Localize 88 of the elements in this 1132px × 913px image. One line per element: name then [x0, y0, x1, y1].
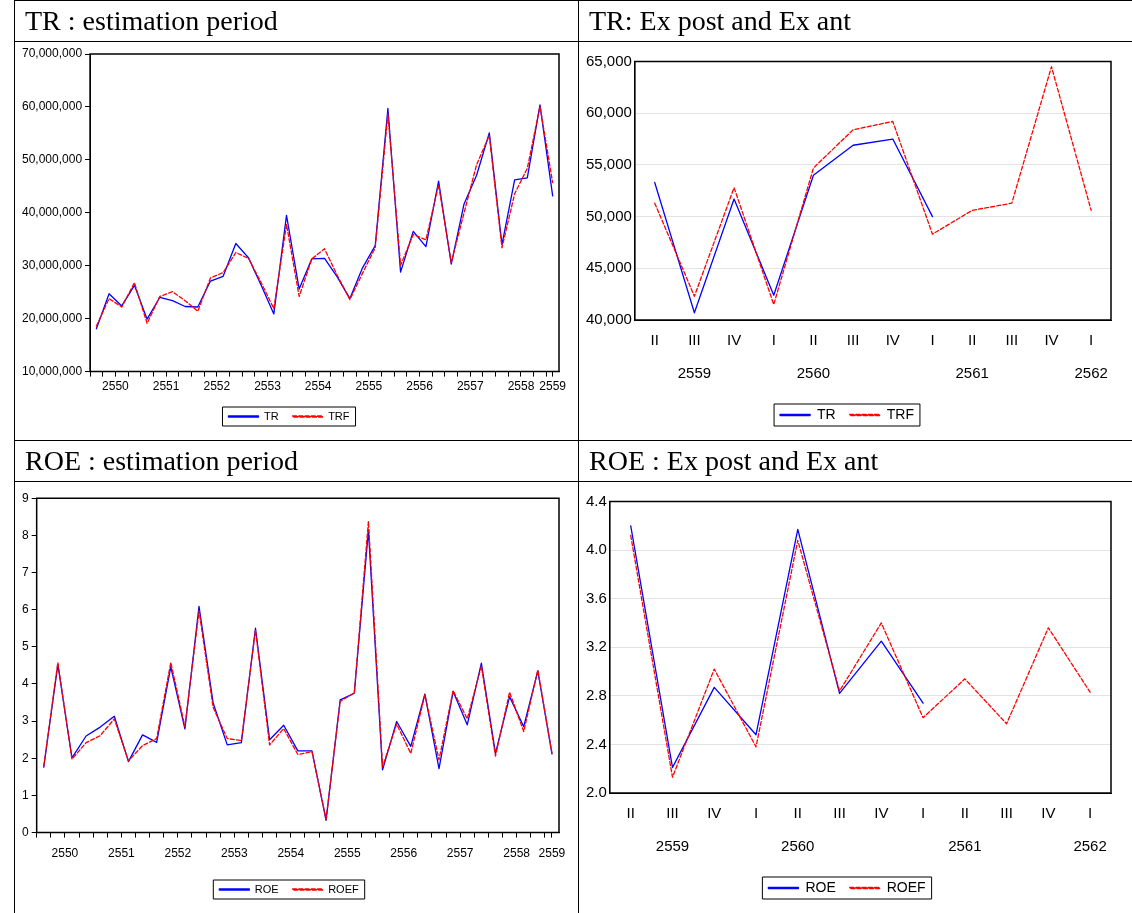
y-tick-label: 7: [21, 564, 29, 579]
x-tick-label: I: [771, 330, 776, 348]
legend-label: ROEF: [886, 878, 926, 895]
y-tick-label: 60,000,000: [22, 99, 83, 114]
x-tick-label: 2552: [203, 379, 231, 394]
x-tick-label: IV: [1044, 330, 1059, 348]
x-tick-label: II 2560: [781, 803, 815, 854]
legend-label: ROE: [805, 878, 836, 895]
y-tick-label: 2: [21, 750, 29, 765]
x-tick-label: IV: [885, 330, 900, 348]
x-tick-label: III: [1000, 803, 1013, 821]
y-tick-label: 4: [21, 676, 29, 691]
y-tick-label: 60,000: [585, 103, 632, 121]
x-tick-label: III: [1005, 330, 1019, 348]
x-tick-label: 2557: [446, 846, 474, 861]
line-series: [630, 534, 1091, 778]
y-tick-label: 1: [21, 787, 29, 802]
x-tick-label: 2551: [152, 379, 180, 394]
x-tick-label: 2551: [108, 846, 136, 861]
chart-title: ROE : estimation period: [15, 441, 580, 482]
y-tick-label: 2.4: [585, 734, 607, 752]
chart-title: ROE : Ex post and Ex ant: [579, 441, 1132, 482]
y-tick-label: 40,000,000: [22, 205, 83, 220]
line-series: [654, 66, 1092, 306]
x-tick-label: 2557: [456, 379, 484, 394]
x-tick-label: III: [833, 803, 846, 821]
y-tick-label: 2.8: [585, 685, 607, 703]
y-tick-label: 6: [21, 601, 29, 616]
x-tick-label: 2555: [355, 379, 383, 394]
x-tick-label: I 2562: [1073, 803, 1107, 854]
x-tick-label: I: [930, 330, 935, 348]
y-tick-label: 50,000: [585, 206, 632, 224]
x-tick-label: III 2559: [655, 803, 690, 854]
x-tick-label: 2552: [164, 846, 192, 861]
x-tick-label: 2555: [333, 846, 361, 861]
x-tick-label: II 2561: [948, 803, 982, 854]
y-tick-label: 8: [21, 527, 29, 542]
y-tick-label: 5: [21, 639, 29, 654]
x-tick-label: II 2560: [796, 330, 831, 381]
x-tick-label: IV: [1041, 803, 1056, 821]
x-tick-label: III 2559: [677, 330, 712, 381]
y-tick-label: 30,000,000: [22, 258, 83, 273]
x-tick-label: 2559: [539, 379, 567, 394]
x-tick-label: 2554: [277, 846, 305, 861]
y-tick-label: 0: [21, 824, 29, 839]
legend-label: ROEF: [328, 882, 359, 895]
y-tick-label: 20,000,000: [22, 310, 83, 325]
y-tick-label: 45,000: [585, 258, 632, 276]
x-tick-label: II: [626, 803, 635, 821]
y-tick-label: 2.0: [585, 783, 607, 801]
x-tick-label: I: [753, 803, 759, 821]
x-tick-label: 2550: [51, 846, 79, 861]
legend-label: TR: [263, 409, 279, 422]
legend-label: TRF: [886, 405, 914, 422]
x-tick-label: 2550: [102, 379, 130, 394]
legend-label: ROE: [254, 882, 279, 895]
y-tick-label: 55,000: [585, 155, 632, 173]
chart-title: TR : estimation period: [15, 1, 580, 42]
x-tick-label: I: [920, 803, 926, 821]
y-tick-label: 65,000: [585, 51, 632, 69]
y-tick-label: 4.4: [585, 491, 607, 509]
x-tick-label: IV: [726, 330, 742, 348]
x-tick-label: II: [650, 330, 659, 348]
legend-label: TR: [817, 405, 836, 422]
x-tick-label: 2559: [538, 846, 566, 861]
y-tick-label: 3.2: [585, 637, 607, 655]
x-tick-label: 2553: [254, 379, 282, 394]
y-tick-label: 10,000,000: [22, 363, 83, 378]
x-tick-label: 2558: [503, 846, 531, 861]
y-tick-label: 3: [21, 713, 29, 728]
x-tick-label: I 2562: [1074, 330, 1108, 381]
x-tick-label: 2553: [220, 846, 248, 861]
y-tick-label: 40,000: [585, 310, 632, 328]
y-tick-label: 4.0: [585, 540, 607, 558]
x-tick-label: IV: [874, 803, 889, 821]
x-tick-label: 2554: [304, 379, 332, 394]
x-tick-label: 2556: [406, 379, 434, 394]
x-tick-label: 2558: [507, 379, 535, 394]
y-tick-label: 3.6: [585, 588, 607, 606]
y-tick-label: 9: [21, 490, 29, 505]
x-tick-label: IV: [707, 803, 722, 821]
legend-label: TRF: [328, 409, 350, 422]
y-tick-label: 50,000,000: [22, 152, 83, 167]
chart-title: TR: Ex post and Ex ant: [579, 1, 1132, 42]
x-tick-label: 2556: [390, 846, 418, 861]
x-tick-label: II 2561: [955, 330, 989, 381]
y-tick-label: 70,000,000: [22, 46, 83, 61]
x-tick-label: III: [846, 330, 860, 348]
